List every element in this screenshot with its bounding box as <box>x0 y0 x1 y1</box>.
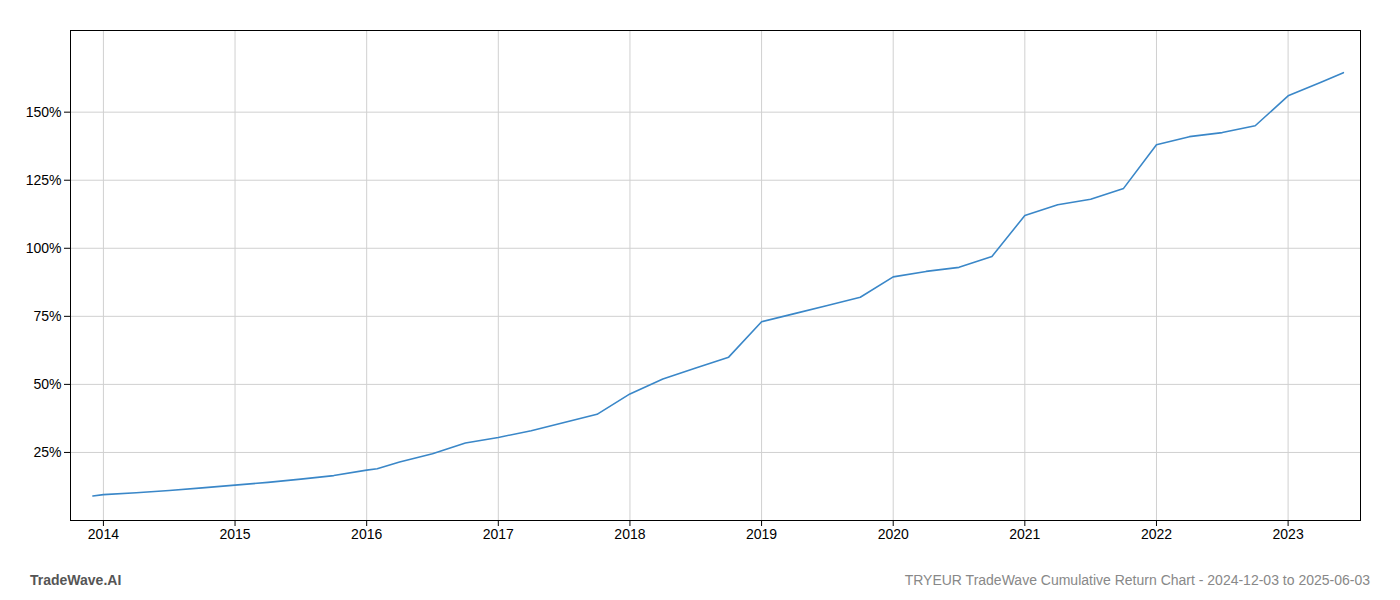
svg-text:2020: 2020 <box>878 526 909 542</box>
svg-text:100%: 100% <box>26 240 62 256</box>
svg-text:25%: 25% <box>33 444 61 460</box>
svg-text:2023: 2023 <box>1273 526 1304 542</box>
svg-text:2022: 2022 <box>1141 526 1172 542</box>
svg-text:125%: 125% <box>26 172 62 188</box>
svg-text:150%: 150% <box>26 104 62 120</box>
svg-text:2021: 2021 <box>1009 526 1040 542</box>
svg-text:75%: 75% <box>33 308 61 324</box>
svg-text:50%: 50% <box>33 376 61 392</box>
svg-text:2017: 2017 <box>483 526 514 542</box>
svg-text:2016: 2016 <box>351 526 382 542</box>
html-text:TradeWave.AI: TradeWave.AI <box>30 572 122 588</box>
svg-text:2019: 2019 <box>746 526 777 542</box>
svg-text:2015: 2015 <box>219 526 250 542</box>
html-text:TRYEUR TradeWave Cumulative Re: TRYEUR TradeWave Cumulative Return Chart… <box>904 572 1370 588</box>
svg-text:2014: 2014 <box>88 526 119 542</box>
svg-text:2018: 2018 <box>614 526 645 542</box>
